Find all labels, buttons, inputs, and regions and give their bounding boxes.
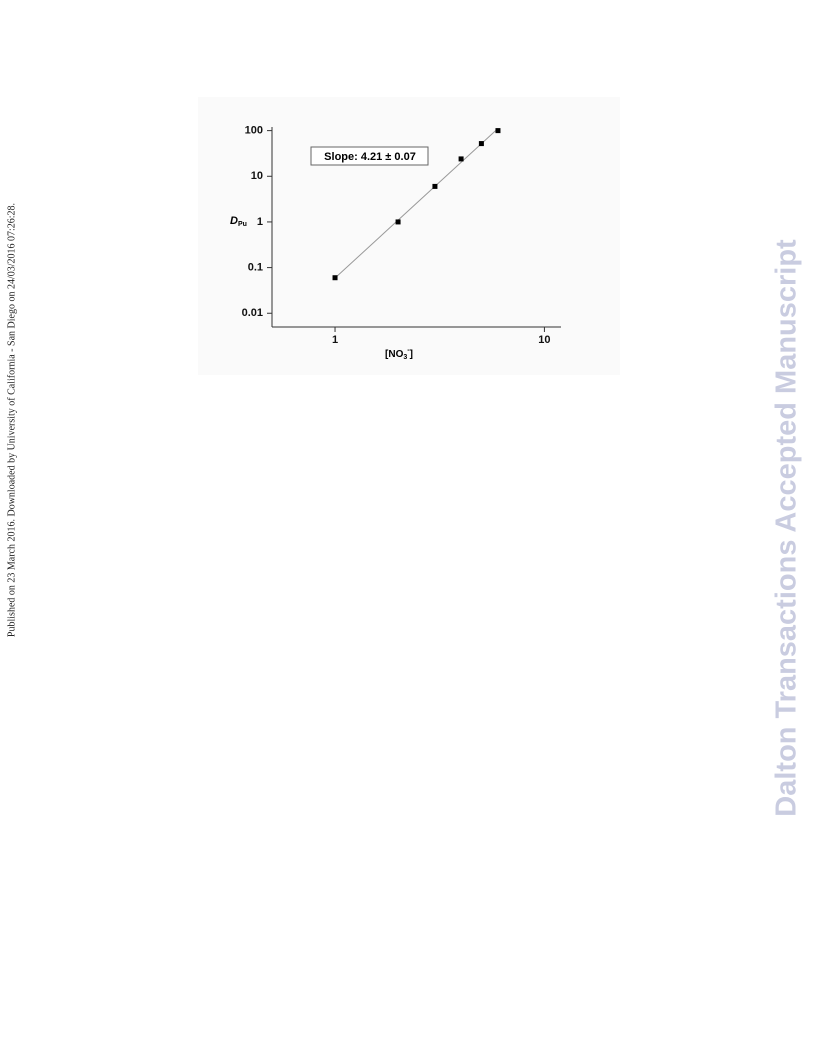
- annotation: Slope: 4.21 ± 0.07: [324, 151, 416, 163]
- x-label-part: ]: [410, 349, 413, 360]
- chart: 100 10 1 0.1 0.01 1 10 DPu [NO3-] Slope: 4.21 ± 0…: [230, 125, 561, 361]
- data-point: [478, 141, 484, 147]
- y-tick-label: 0.01: [242, 307, 263, 319]
- y-tick-label: 1: [257, 216, 263, 228]
- y-tick-label: 10: [251, 170, 263, 182]
- data-point: [458, 156, 464, 162]
- data-point: [395, 219, 401, 225]
- data-point: [495, 128, 501, 134]
- fit-line: [334, 128, 499, 279]
- data-point: [332, 275, 338, 281]
- data-point: [432, 183, 438, 189]
- y-tick-label: 100: [245, 125, 263, 137]
- y-axis-label: DPu: [230, 215, 247, 228]
- y-label-main: D: [230, 215, 238, 227]
- figure-background: [198, 97, 620, 375]
- x-tick-label: 1: [332, 334, 338, 346]
- side-note: Published on 23 March 2016. Downloaded b…: [6, 203, 17, 637]
- x-tick-label: 10: [538, 334, 550, 346]
- watermark: Dalton Transactions Accepted Manuscript: [771, 239, 803, 817]
- y-label-sub: Pu: [238, 221, 247, 228]
- annotation-box: [310, 146, 429, 166]
- y-tick-label: 0.1: [248, 262, 263, 274]
- x-axis-label: [NO3-]: [385, 347, 413, 361]
- x-label-part: 3: [403, 354, 407, 361]
- x-label-part: [NO: [385, 349, 404, 360]
- x-label-part: -: [407, 347, 410, 354]
